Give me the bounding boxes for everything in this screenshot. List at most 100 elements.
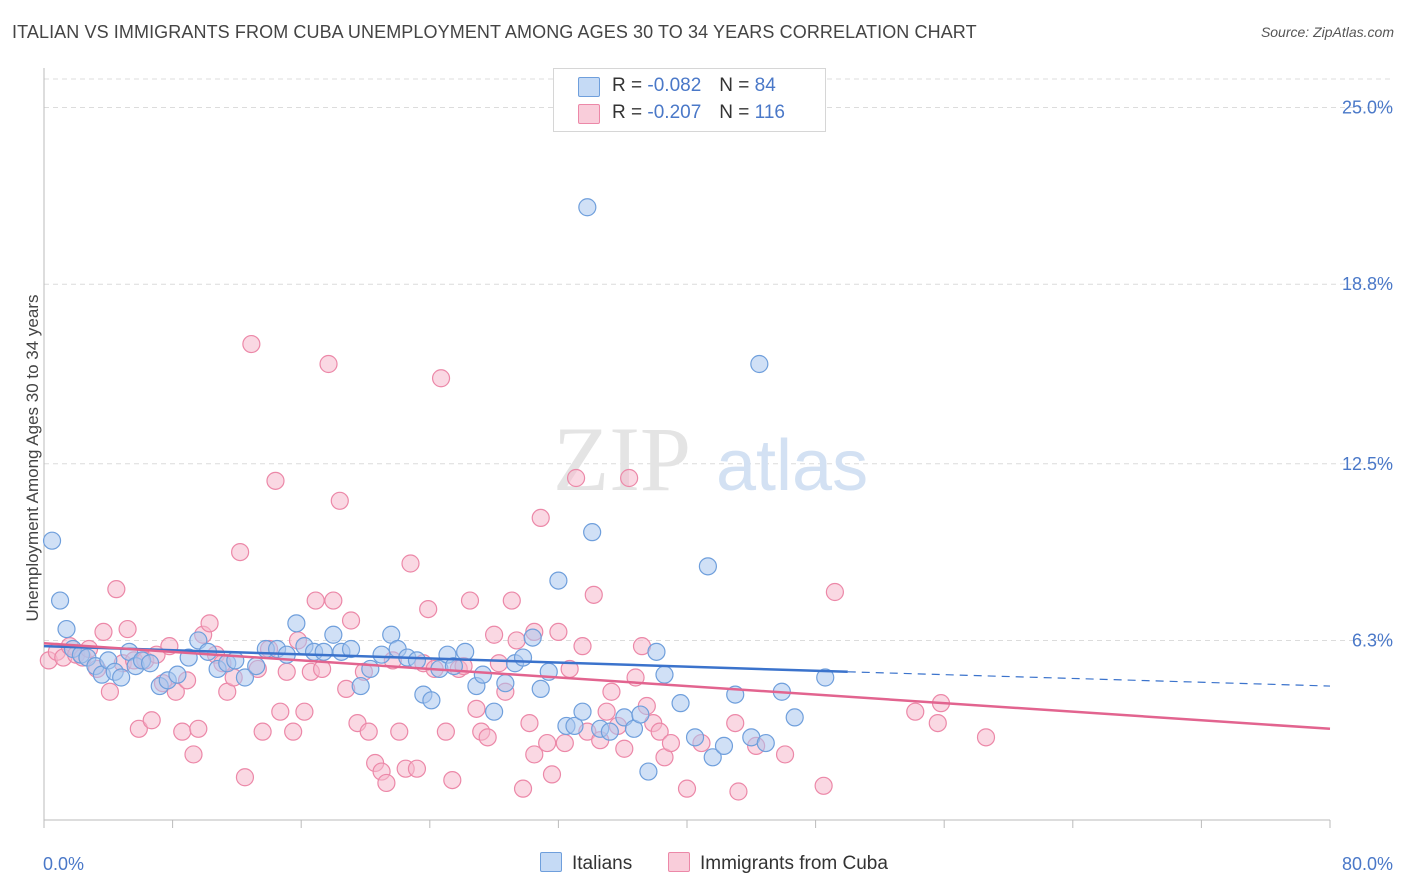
trend-lines bbox=[43, 642, 1331, 731]
cuba-point-8 bbox=[94, 622, 113, 642]
italians-point-81 bbox=[785, 708, 804, 727]
cuba-point-74 bbox=[485, 625, 504, 644]
italians-point-56 bbox=[531, 679, 550, 699]
cuba-point-32 bbox=[235, 768, 255, 787]
watermark-zip: ZIP bbox=[553, 408, 691, 510]
cuba-point-40 bbox=[284, 722, 303, 741]
cuba-point-84 bbox=[542, 765, 562, 784]
bottom-legend-italians: Italians bbox=[540, 852, 632, 875]
italians-point-38 bbox=[372, 645, 391, 664]
cuba-point-113 bbox=[906, 702, 925, 721]
cuba-point-56 bbox=[377, 773, 396, 793]
legend-text-cuba: R = -0.207 N = 116 bbox=[612, 102, 785, 123]
italians-point-37 bbox=[361, 659, 380, 679]
cuba-point-116 bbox=[976, 728, 996, 747]
y-axis-label: Unemployment Among Ages 30 to 34 years bbox=[23, 295, 42, 622]
italians-point-25 bbox=[247, 656, 266, 676]
x-tick-label-max: 80.0% bbox=[1342, 854, 1393, 874]
cuba-point-85 bbox=[549, 622, 568, 642]
cuba-point-94 bbox=[602, 682, 621, 701]
bottom-legend-swatch-italians bbox=[540, 852, 562, 872]
trend-line-italians-extension bbox=[847, 671, 1331, 687]
cuba-point-42 bbox=[295, 702, 314, 721]
italians-point-1 bbox=[50, 591, 70, 610]
cuba-point-82 bbox=[531, 508, 550, 528]
italians-point-42 bbox=[407, 651, 427, 670]
cuba-point-96 bbox=[615, 739, 634, 758]
cuba-point-60 bbox=[401, 554, 420, 573]
italians-point-67 bbox=[631, 705, 650, 724]
italians-point-51 bbox=[485, 702, 504, 721]
italians-point-62 bbox=[583, 523, 602, 542]
italians-point-54 bbox=[513, 648, 533, 667]
italians-point-10 bbox=[112, 668, 131, 687]
italians-point-68 bbox=[639, 762, 658, 781]
italians-point-24 bbox=[235, 668, 255, 687]
legend: R = -0.082 N = 84 R = -0.207 N = 116 bbox=[553, 68, 826, 132]
cuba-point-83 bbox=[538, 733, 557, 753]
cuba-point-50 bbox=[341, 611, 361, 630]
cuba-point-110 bbox=[775, 745, 795, 764]
cuba-point-38 bbox=[271, 702, 290, 721]
italians-point-71 bbox=[671, 694, 690, 713]
x-tick-label-min: 0.0% bbox=[43, 854, 84, 874]
italians-point-17 bbox=[168, 665, 187, 684]
italians-point-72 bbox=[685, 728, 705, 747]
italians-point-44 bbox=[422, 691, 441, 710]
cuba-point-47 bbox=[324, 591, 343, 610]
axes bbox=[43, 68, 1331, 828]
cuba-point-77 bbox=[502, 591, 521, 610]
y-tick-label-1: 12.5% bbox=[1342, 454, 1393, 474]
italians-point-70 bbox=[655, 665, 674, 684]
cuba-point-111 bbox=[814, 776, 833, 795]
cuba-point-39 bbox=[277, 662, 296, 681]
italians-point-64 bbox=[600, 722, 619, 741]
legend-swatch-cuba bbox=[578, 104, 600, 124]
cuba-point-66 bbox=[436, 722, 455, 741]
cuba-point-65 bbox=[431, 369, 451, 388]
cuba-point-63 bbox=[419, 599, 438, 619]
cuba-point-14 bbox=[129, 719, 148, 738]
italians-point-55 bbox=[523, 628, 542, 647]
cuba-point-10 bbox=[107, 580, 126, 599]
cuba-point-53 bbox=[359, 722, 378, 741]
italians-point-79 bbox=[756, 733, 775, 753]
italians-point-48 bbox=[456, 642, 475, 661]
cuba-point-97 bbox=[620, 468, 639, 488]
cuba-point-102 bbox=[650, 722, 669, 741]
cuba-point-107 bbox=[726, 713, 745, 733]
cuba-point-31 bbox=[231, 542, 250, 562]
italians-point-35 bbox=[341, 639, 361, 659]
cuba-point-16 bbox=[142, 711, 161, 730]
bottom-legend-swatch-cuba bbox=[668, 852, 690, 872]
cuba-point-35 bbox=[253, 722, 272, 741]
cuba-point-21 bbox=[173, 722, 192, 741]
legend-swatch-italians bbox=[578, 77, 600, 97]
cuba-point-33 bbox=[242, 334, 261, 354]
trend-line-italians bbox=[43, 644, 848, 674]
y-tick-label-2: 18.8% bbox=[1342, 274, 1393, 294]
cuba-point-104 bbox=[661, 733, 681, 753]
italians-point-75 bbox=[714, 736, 734, 756]
italians-point-50 bbox=[473, 665, 492, 684]
italians-point-2 bbox=[57, 619, 76, 639]
italians-point-0 bbox=[42, 531, 62, 550]
cuba-point-89 bbox=[573, 637, 592, 656]
cuba-point-61 bbox=[407, 759, 427, 778]
cuba-point-91 bbox=[584, 585, 603, 604]
italians-point-29 bbox=[287, 614, 306, 633]
y-tick-label-3: 25.0% bbox=[1342, 98, 1393, 118]
cuba-point-79 bbox=[513, 779, 533, 798]
cuba-point-24 bbox=[189, 719, 208, 738]
series-immigrants-from-cuba bbox=[39, 334, 996, 801]
italians-point-36 bbox=[351, 676, 370, 696]
chart-title: ITALIAN VS IMMIGRANTS FROM CUBA UNEMPLOY… bbox=[12, 22, 977, 42]
cuba-point-26 bbox=[200, 614, 219, 633]
italians-point-74 bbox=[703, 748, 722, 767]
italians-point-52 bbox=[496, 674, 515, 693]
cuba-point-78 bbox=[507, 631, 526, 650]
italians-point-78 bbox=[750, 354, 769, 374]
watermark-atlas: atlas bbox=[716, 426, 868, 506]
cuba-point-23 bbox=[184, 745, 203, 764]
italians-point-73 bbox=[698, 557, 717, 576]
